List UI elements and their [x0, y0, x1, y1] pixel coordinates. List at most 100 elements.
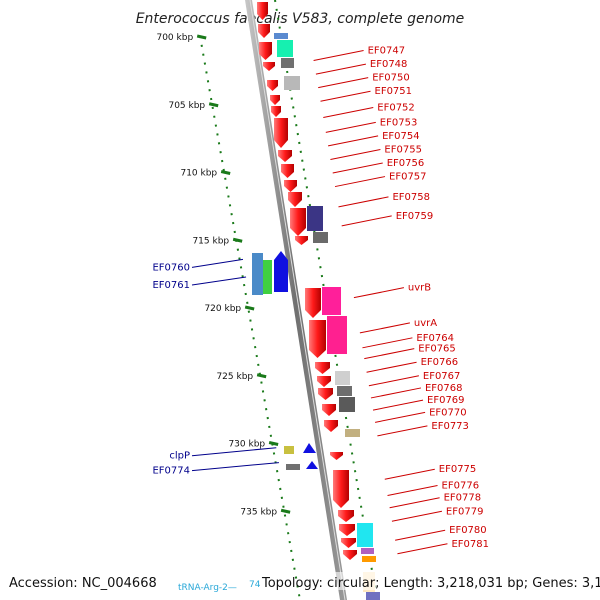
reverse-arrow: [306, 461, 318, 469]
leader-line: [389, 497, 440, 509]
leader-line: [387, 485, 438, 496]
cds-arrow: [258, 24, 270, 38]
cds-arrow: [281, 164, 294, 178]
kbp-tick-mark: [220, 170, 231, 175]
cds-arrow: [338, 510, 354, 522]
gene-label-ef0767[interactable]: EF0767: [423, 371, 461, 382]
trna-label: tRNA-Arg-2—: [178, 583, 237, 593]
leader-line: [325, 121, 376, 133]
leader-line: [359, 322, 410, 334]
leader-line: [368, 375, 419, 387]
leader-line: [334, 176, 386, 188]
leader-line: [338, 196, 389, 208]
leader-line: [320, 90, 371, 102]
leader-line: [397, 543, 448, 555]
kbp-tick-label: 715 kbp: [192, 236, 229, 246]
leader-line: [191, 447, 277, 457]
gene-label-ef0780[interactable]: EF0780: [449, 525, 487, 536]
leader-line: [323, 106, 374, 118]
gene-label-ef0748[interactable]: EF0748: [370, 59, 408, 70]
leader-line: [191, 276, 247, 286]
gene-label-ef0766[interactable]: EF0766: [421, 357, 459, 368]
leader-line: [332, 162, 383, 174]
leader-line: [362, 337, 413, 349]
gene-label-ef0765[interactable]: EF0765: [418, 344, 456, 355]
cds-arrow: [330, 452, 343, 460]
map-title: Enterococcus faecalis V583, complete gen…: [136, 11, 465, 27]
guide-tracks: [199, 0, 378, 600]
leader-line: [384, 468, 435, 480]
gene-label-uvrb[interactable]: uvrB: [408, 283, 431, 294]
gene-label-ef0769[interactable]: EF0769: [427, 395, 465, 406]
kbp-tick-mark: [280, 508, 291, 514]
cds-arrow: [341, 538, 356, 548]
leader-line: [330, 148, 381, 160]
forward-cds-features: [257, 2, 357, 560]
kbp-tick-label: 730 kbp: [228, 440, 265, 450]
gene-label-ef0758[interactable]: EF0758: [392, 192, 430, 203]
gene-label-ef0781[interactable]: EF0781: [451, 539, 489, 550]
map-footer: Accession: NC_004668 tRNA-Arg-2— 74 Topo…: [9, 572, 600, 593]
cds-arrow-uvrB: [305, 288, 321, 318]
gene-label-ef0761[interactable]: EF0761: [152, 280, 190, 291]
reverse-arrow: [303, 443, 316, 453]
gene-label-ef0747[interactable]: EF0747: [368, 46, 406, 57]
gene-label-ef0770[interactable]: EF0770: [429, 407, 467, 418]
gene-label-ef0759[interactable]: EF0759: [396, 211, 434, 222]
gene-label-ef0750[interactable]: EF0750: [372, 73, 410, 84]
gene-label-ef0755[interactable]: EF0755: [384, 144, 422, 155]
cds-arrow: [284, 180, 297, 192]
cds-arrow: [288, 192, 302, 207]
kbp-tick-label: 725 kbp: [216, 372, 253, 382]
gene-label-uvra[interactable]: uvrA: [414, 318, 437, 329]
cds-arrow: [333, 470, 349, 508]
cds-arrow: [263, 62, 275, 71]
kbp-ruler: 700 kbp 705 kbp 710 kbp 715 kbp 720 kbp 725 k…: [156, 33, 291, 517]
cds-arrow: [343, 550, 357, 560]
cds-arrow: [274, 118, 288, 148]
cds-arrow: [278, 150, 292, 162]
kbp-tick-label: 700 kbp: [156, 33, 193, 43]
leader-line: [315, 63, 366, 75]
kbp-tick-mark: [268, 441, 279, 446]
gene-label-ef0776[interactable]: EF0776: [442, 481, 480, 492]
gene-label-ef0757[interactable]: EF0757: [389, 172, 427, 183]
gene-label-ef0754[interactable]: EF0754: [382, 131, 420, 142]
gene-label-ef0768[interactable]: EF0768: [425, 383, 463, 394]
left-feature-blocks: [252, 251, 318, 470]
cds-arrow: [290, 208, 306, 236]
gene-label-ef0778[interactable]: EF0778: [444, 493, 482, 504]
leader-line: [395, 529, 446, 541]
gene-label-ef0752[interactable]: EF0752: [377, 102, 415, 113]
cds-arrow: [271, 106, 281, 117]
left-guide-track: [199, 35, 301, 600]
leader-line: [377, 425, 428, 437]
accession-text: Accession: NC_004668: [9, 576, 157, 591]
gene-label-ef0779[interactable]: EF0779: [446, 506, 484, 517]
gene-label-ef0774[interactable]: EF0774: [152, 466, 190, 477]
kbp-tick-mark: [256, 373, 267, 379]
trna-label-suffix: 74: [249, 580, 261, 590]
gene-label-ef0751[interactable]: EF0751: [375, 86, 413, 97]
cds-arrow: [324, 420, 338, 432]
genome-backbone: [245, 0, 347, 600]
gene-label-ef0775[interactable]: EF0775: [439, 464, 477, 475]
cds-arrow: [295, 236, 308, 245]
gene-label-clpp[interactable]: clpP: [169, 451, 190, 462]
gene-label-ef0773[interactable]: EF0773: [431, 421, 469, 432]
gene-label-ef0760[interactable]: EF0760: [152, 262, 190, 273]
label-leader-lines: [191, 50, 448, 555]
kbp-tick-mark: [244, 305, 255, 311]
leader-line: [341, 215, 392, 227]
kbp-tick-mark: [232, 237, 243, 243]
cds-arrow: [259, 42, 272, 60]
topology-text: Topology: circular; Length: 3,218,031 bp…: [261, 576, 600, 591]
leader-line: [191, 258, 244, 268]
gene-label-ef0764[interactable]: EF0764: [416, 333, 454, 344]
gene-label-ef0753[interactable]: EF0753: [380, 117, 418, 128]
gene-labels: EF0747 EF0748 EF0750 EF0751 EF0752 EF0753 EF07…: [152, 46, 489, 550]
gene-label-ef0756[interactable]: EF0756: [387, 158, 425, 169]
leader-line: [374, 411, 426, 423]
reverse-arrow: [274, 251, 288, 292]
